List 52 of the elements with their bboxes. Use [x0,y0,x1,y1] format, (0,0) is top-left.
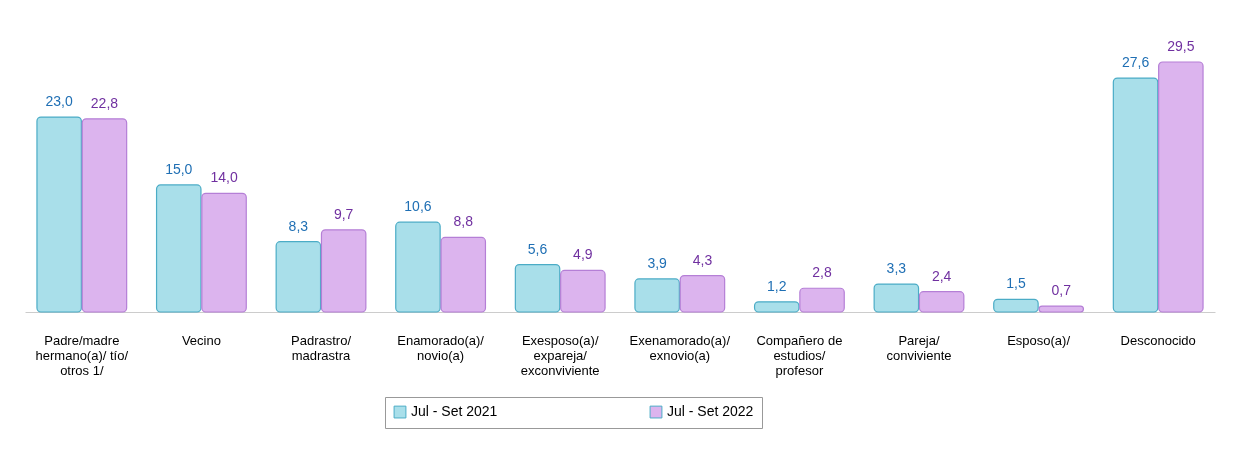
bar [873,283,920,313]
bar [634,278,680,313]
bar [36,116,82,313]
x-tick-label: Desconocido [1120,332,1196,348]
data-label: 3,9 [647,254,668,271]
data-label: 23,0 [45,93,73,110]
bar [1158,61,1204,313]
x-tick-label: Padrastro/ madrastra [291,332,352,363]
data-label: 5,6 [527,240,548,257]
x-tick-label: Padre/madre hermano(a)/ tío/ otros 1/ [35,332,129,378]
x-tick-label: Compañero de estudios/ profesor [756,332,843,378]
bar [81,118,128,313]
data-label: 8,8 [453,213,474,230]
bar [679,274,726,313]
bar [993,298,1039,313]
bar [201,192,247,313]
x-tick-label: Enamorado(a)/ novio(a) [397,332,485,363]
data-label: 22,8 [90,94,119,111]
data-label: 0,7 [1051,282,1072,299]
data-label: 4,9 [573,246,593,263]
bar [918,291,965,313]
bar [799,287,845,313]
bar [753,301,800,313]
bar [1112,77,1159,313]
bar [440,236,487,313]
data-label: 2,8 [812,264,832,281]
bar [514,263,561,313]
data-label: 29,5 [1167,38,1195,54]
data-label: 14,0 [210,169,238,186]
data-label: 27,6 [1121,54,1150,71]
bar [1038,305,1085,313]
data-label: 2,4 [931,267,952,284]
data-label: 3,3 [886,260,907,277]
bar [395,221,441,313]
bar [275,241,322,313]
data-label: 15,0 [165,160,193,177]
legend-label: Jul - Set 2022 [667,403,754,420]
x-tick-label: Exesposo(a)/ expareja/ exconviviente [520,332,600,378]
bar [320,229,367,313]
bar [155,184,202,313]
data-label: 8,3 [288,217,309,234]
data-label: 1,2 [767,277,787,294]
x-tick-label: Esposo(a)/ [1007,332,1071,348]
data-label: 4,3 [692,251,713,268]
legend-label: Jul - Set 2021 [411,403,498,420]
x-tick-label: Vecino [181,332,221,348]
data-label: 9,7 [333,205,354,222]
x-tick-label: Pareja/ conviviente [886,332,952,363]
x-tick-label: Exenamorado(a)/ exnovio(a) [629,332,731,363]
data-label: 1,5 [1006,275,1026,292]
bar [560,269,606,313]
data-label: 10,6 [404,198,432,215]
